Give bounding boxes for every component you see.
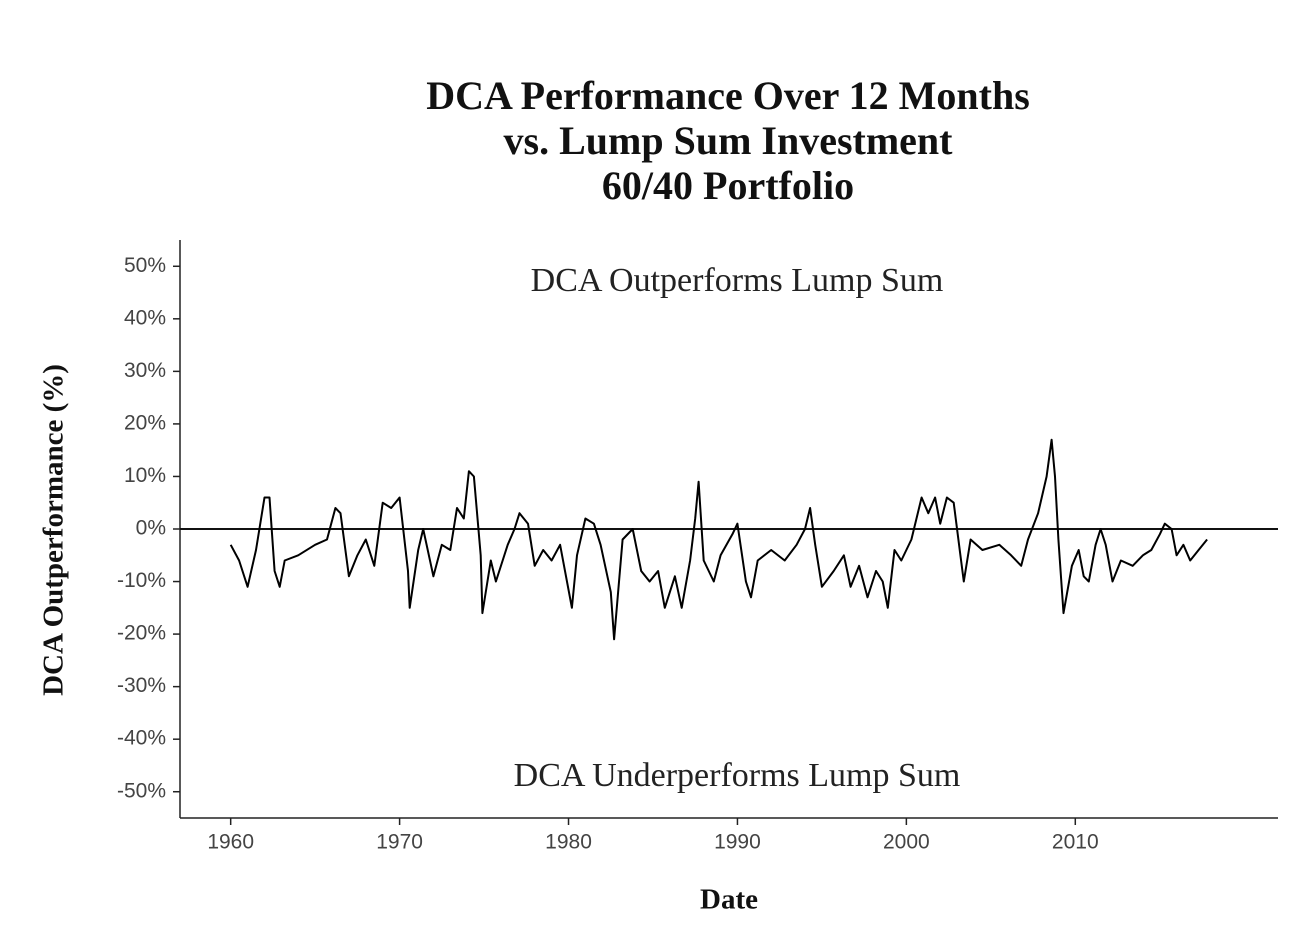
y-tick-label: 20% [124,411,166,434]
y-tick-label: 30% [124,359,166,382]
chart-title: vs. Lump Sum Investment [504,118,954,163]
y-tick-label: 0% [136,517,166,540]
annotation: DCA Outperforms Lump Sum [531,262,944,299]
y-tick-label: 50% [124,254,166,277]
y-tick-label: 10% [124,464,166,487]
x-axis-label: Date [700,884,758,916]
x-tick-label: 1960 [207,831,254,854]
y-tick-label: -50% [117,779,166,802]
chart-title: DCA Performance Over 12 Months [426,73,1030,118]
y-tick-label: -10% [117,569,166,592]
x-tick-label: 1990 [714,831,761,854]
x-tick-label: 2010 [1052,831,1099,854]
y-axis-label: DCA Outperformance (%) [38,364,70,696]
y-tick-label: -40% [117,727,166,750]
x-tick-label: 1970 [376,831,423,854]
x-tick-label: 1980 [545,831,592,854]
y-tick-label: 40% [124,306,166,329]
y-tick-label: -20% [117,622,166,645]
x-tick-label: 2000 [883,831,930,854]
chart-title: 60/40 Portfolio [602,163,854,208]
annotation: DCA Underperforms Lump Sum [514,757,961,794]
data-line [229,438,1208,641]
y-tick-label: -30% [117,674,166,697]
